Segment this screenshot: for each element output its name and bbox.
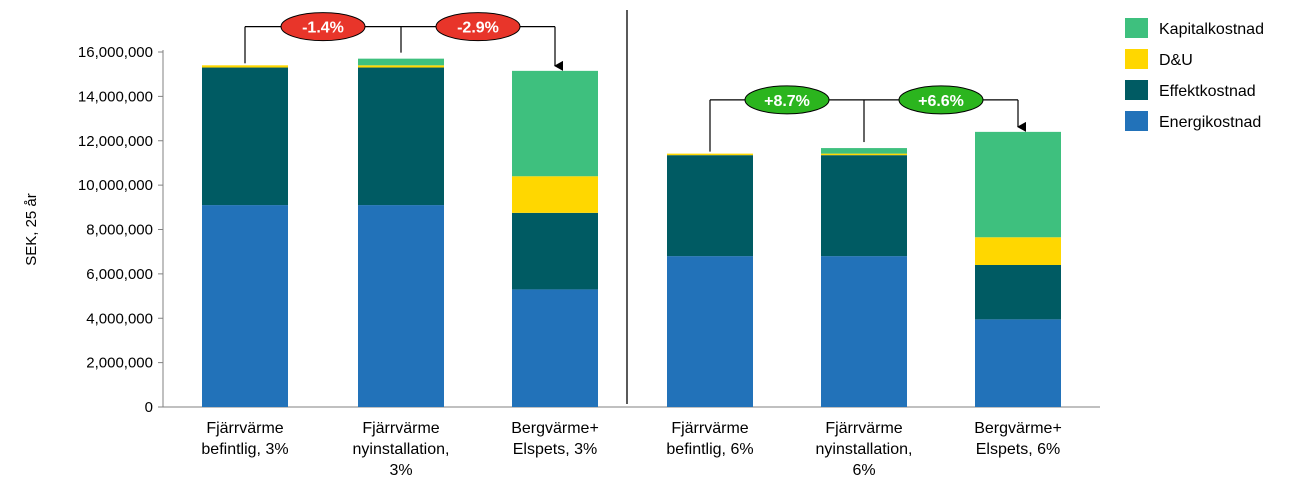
x-tick-label: Bergvärme+ Elspets, 3%	[511, 420, 599, 458]
legend-swatch	[1125, 49, 1148, 69]
x-tick-label: Bergvärme+ Elspets, 6%	[974, 420, 1062, 458]
legend-label: Energikostnad	[1159, 114, 1261, 131]
bar-segment-energikostnad	[358, 205, 444, 407]
y-tick-label: 2,000,000	[86, 355, 153, 372]
change-badge	[898, 85, 984, 115]
change-badge-label: -1.4%	[302, 20, 344, 37]
legend-label: D&U	[1159, 52, 1193, 69]
bar-segment-d-u	[202, 65, 288, 68]
y-tick-label: 0	[145, 399, 153, 416]
bar-segment-kapitalkostnad	[512, 70, 598, 177]
x-tick-label: Fjärrvärme nyinstallation, 6%	[816, 420, 913, 479]
bar-segment-effektkostnad	[202, 67, 288, 206]
bar-segment-d-u	[358, 65, 444, 68]
legend-swatch	[1125, 80, 1148, 100]
bar-segment-d-u	[667, 153, 753, 156]
y-tick-label: 8,000,000	[86, 222, 153, 239]
bar-segment-effektkostnad	[512, 212, 598, 290]
bar-segment-kapitalkostnad	[821, 148, 907, 154]
y-tick-label: 6,000,000	[86, 266, 153, 283]
y-tick-label: 4,000,000	[86, 310, 153, 327]
bar-segment-effektkostnad	[358, 67, 444, 206]
bar-segment-d-u	[512, 176, 598, 213]
y-axis-title: SEK, 25 år	[23, 193, 40, 266]
bar-segment-d-u	[821, 153, 907, 156]
legend-swatch	[1125, 111, 1148, 131]
bar-segment-kapitalkostnad	[975, 131, 1061, 238]
bar-segment-energikostnad	[821, 256, 907, 407]
legend-swatch	[1125, 18, 1148, 38]
bar-segment-energikostnad	[975, 319, 1061, 407]
change-badge	[435, 12, 521, 42]
x-tick-label: Fjärrvärme nyinstallation, 3%	[353, 420, 450, 479]
legend-label: Kapitalkostnad	[1159, 21, 1264, 38]
change-badge-label: +8.7%	[764, 93, 810, 110]
change-badge	[744, 85, 830, 115]
bar-segment-effektkostnad	[975, 265, 1061, 320]
y-tick-label: 10,000,000	[78, 177, 153, 194]
y-tick-label: 16,000,000	[78, 44, 153, 61]
y-tick-label: 12,000,000	[78, 133, 153, 150]
bar-segment-kapitalkostnad	[358, 58, 444, 66]
bar-segment-d-u	[975, 237, 1061, 265]
change-badge-label: -2.9%	[457, 20, 499, 37]
x-tick-label: Fjärrvärme befintlig, 3%	[201, 420, 288, 458]
bar-segment-energikostnad	[512, 289, 598, 407]
bar-segment-energikostnad	[667, 256, 753, 407]
change-badge-label: +6.6%	[918, 93, 964, 110]
bar-segment-effektkostnad	[667, 155, 753, 257]
change-badge	[280, 12, 366, 42]
y-tick-label: 14,000,000	[78, 88, 153, 105]
legend-label: Effektkostnad	[1159, 83, 1256, 100]
bar-segment-effektkostnad	[821, 155, 907, 257]
x-tick-label: Fjärrvärme befintlig, 6%	[666, 420, 753, 458]
bar-segment-energikostnad	[202, 205, 288, 407]
